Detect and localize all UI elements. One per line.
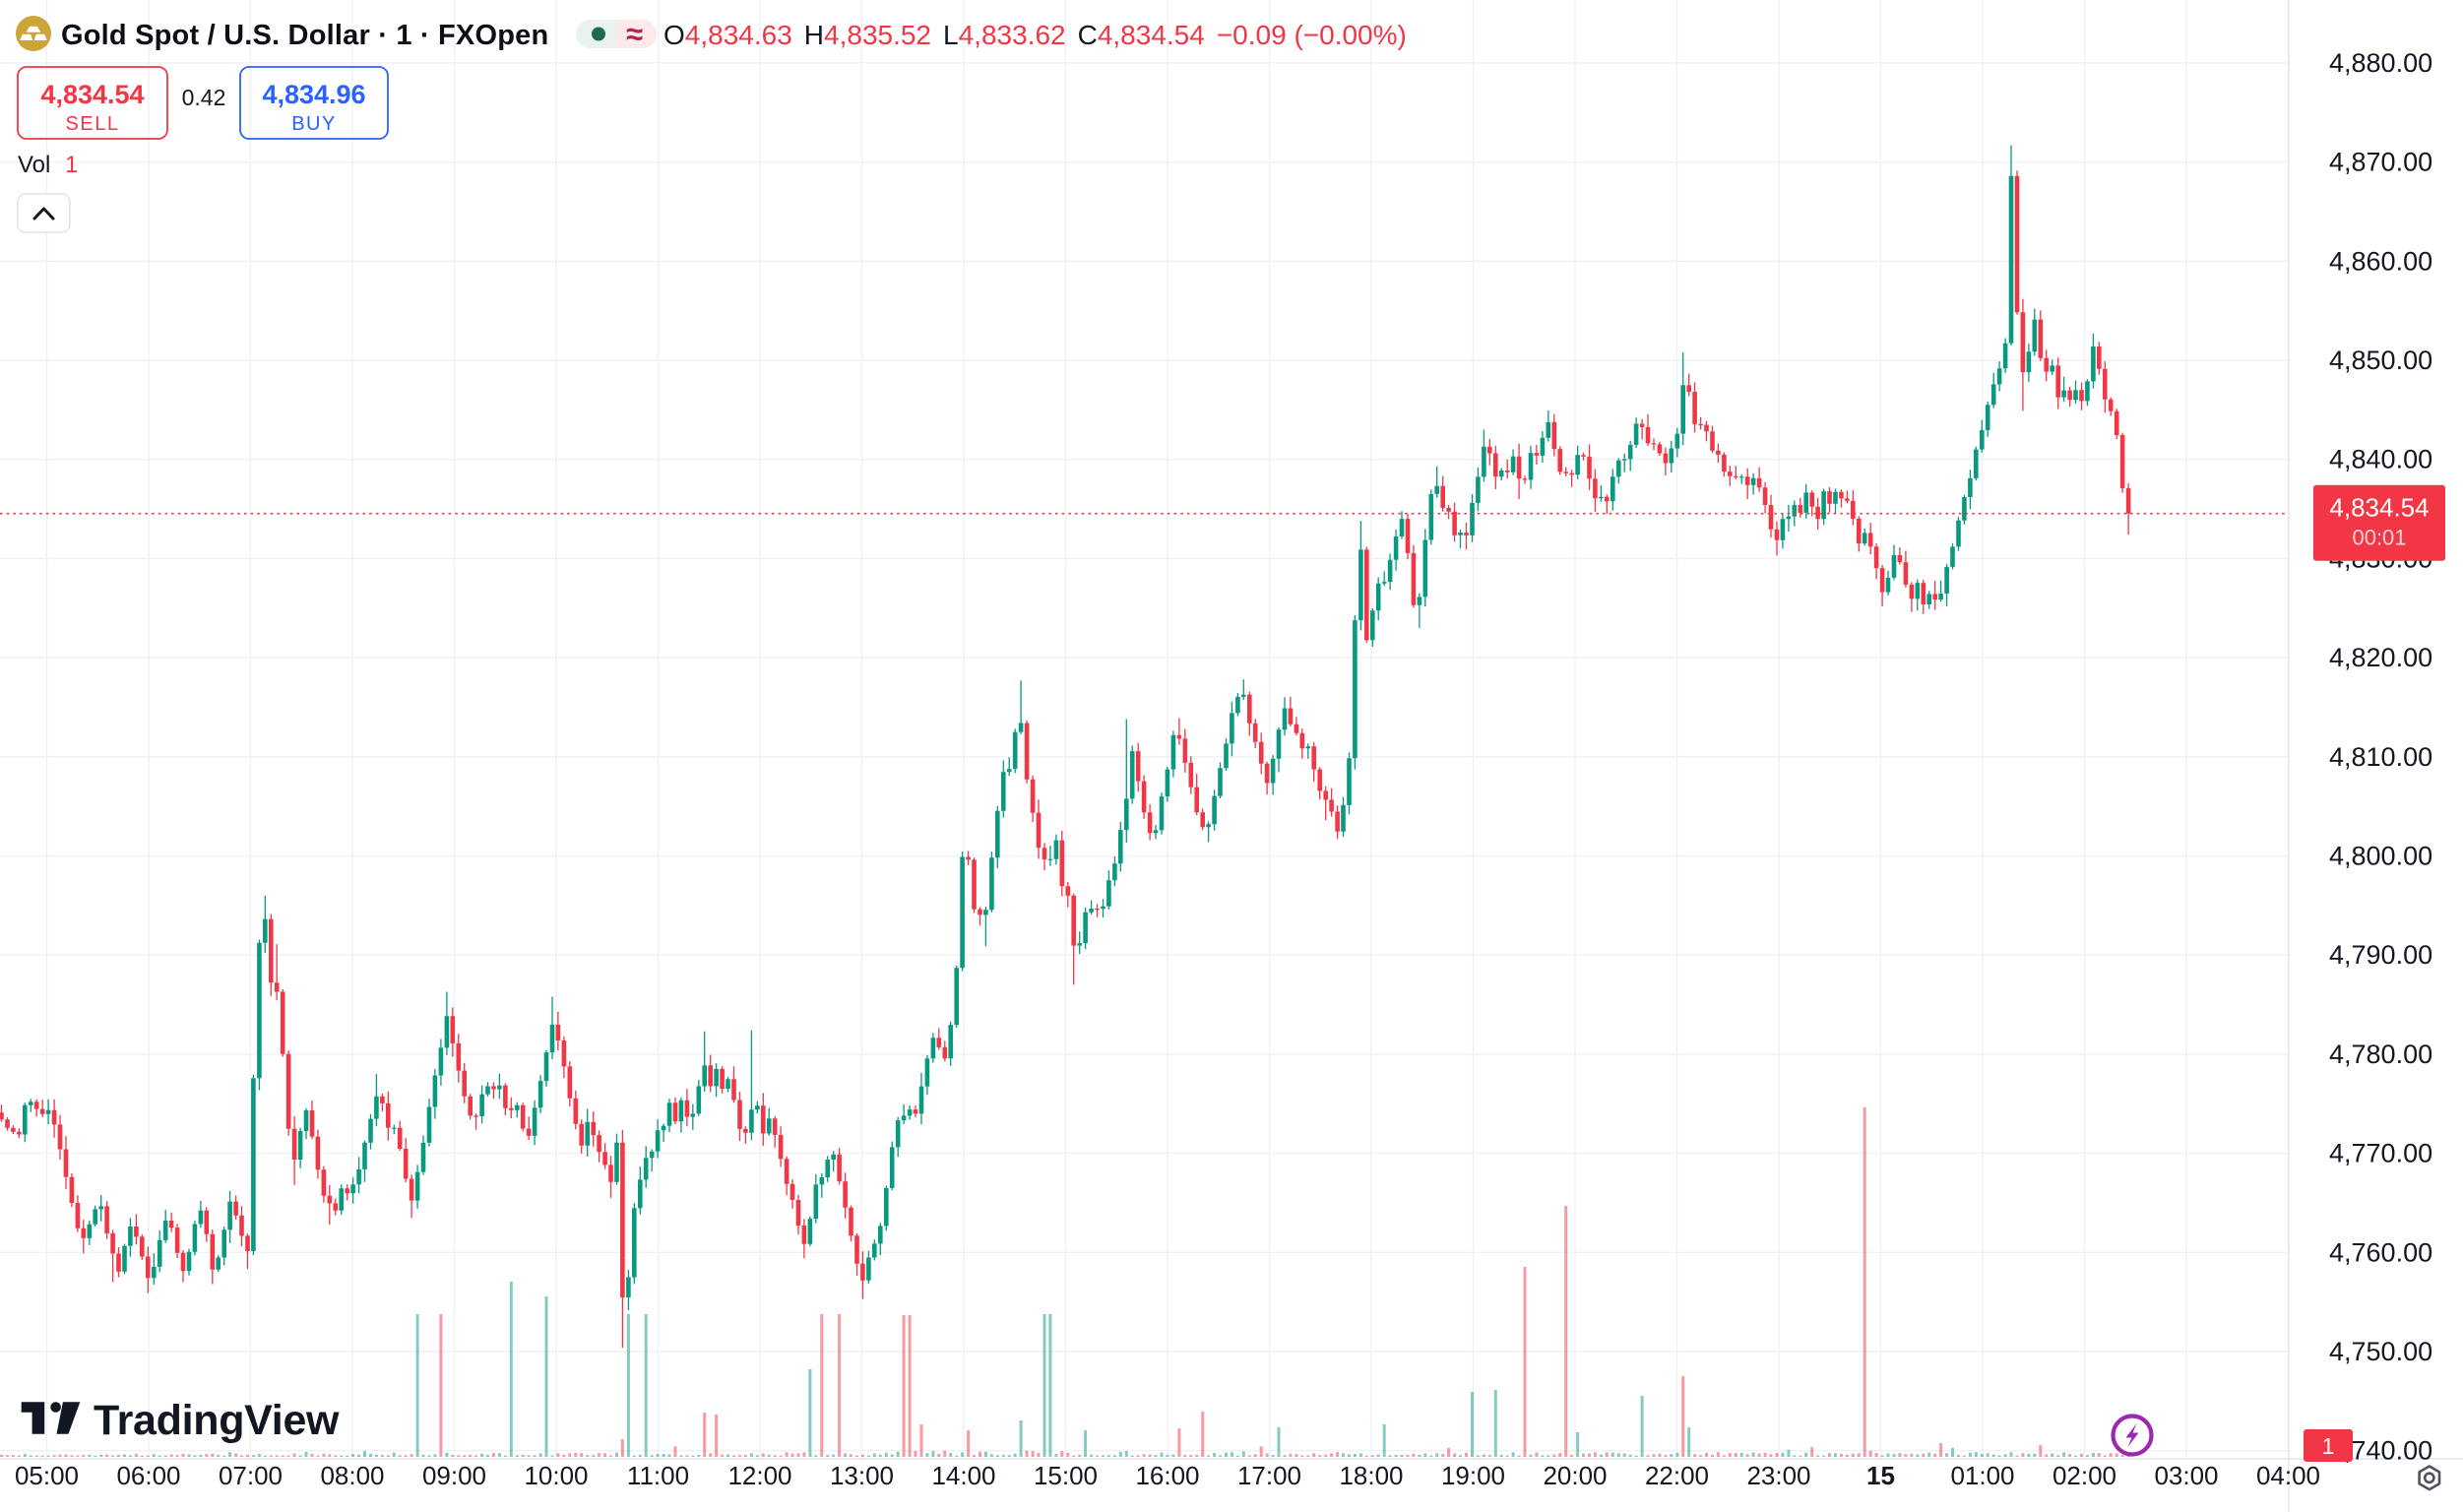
svg-text:≈: ≈ bbox=[626, 17, 643, 51]
svg-text:1: 1 bbox=[2322, 1433, 2335, 1459]
svg-text:4,834.96: 4,834.96 bbox=[262, 80, 365, 109]
svg-text:4,790.00: 4,790.00 bbox=[2329, 940, 2432, 970]
svg-text:4,750.00: 4,750.00 bbox=[2329, 1337, 2432, 1366]
svg-text:16:00: 16:00 bbox=[1135, 1461, 1199, 1490]
svg-text:14:00: 14:00 bbox=[931, 1461, 995, 1490]
svg-text:4,840.00: 4,840.00 bbox=[2329, 445, 2432, 474]
svg-text:01:00: 01:00 bbox=[1950, 1461, 2014, 1490]
svg-text:02:00: 02:00 bbox=[2052, 1461, 2116, 1490]
svg-text:4,834.54: 4,834.54 bbox=[40, 80, 144, 109]
svg-text:04:00: 04:00 bbox=[2256, 1461, 2320, 1490]
svg-text:09:00: 09:00 bbox=[422, 1461, 486, 1490]
svg-text:15: 15 bbox=[1866, 1461, 1895, 1490]
svg-text:20:00: 20:00 bbox=[1543, 1461, 1607, 1490]
svg-text:4,880.00: 4,880.00 bbox=[2329, 48, 2432, 78]
svg-text:4,770.00: 4,770.00 bbox=[2329, 1139, 2432, 1168]
svg-text:03:00: 03:00 bbox=[2154, 1461, 2218, 1490]
svg-text:1: 1 bbox=[65, 152, 78, 178]
svg-text:13:00: 13:00 bbox=[830, 1461, 894, 1490]
svg-text:06:00: 06:00 bbox=[116, 1461, 180, 1490]
svg-text:00:01: 00:01 bbox=[2352, 526, 2406, 550]
svg-text:4,850.00: 4,850.00 bbox=[2329, 346, 2432, 375]
svg-text:22:00: 22:00 bbox=[1645, 1461, 1709, 1490]
svg-text:12:00: 12:00 bbox=[727, 1461, 791, 1490]
svg-text:4,780.00: 4,780.00 bbox=[2329, 1040, 2432, 1069]
svg-text:10:00: 10:00 bbox=[524, 1461, 588, 1490]
svg-text:TradingView: TradingView bbox=[94, 1397, 340, 1444]
svg-text:07:00: 07:00 bbox=[219, 1461, 283, 1490]
svg-text:Gold Spot / U.S. Dollar · 1 ·: Gold Spot / U.S. Dollar · 1 · FXOpen bbox=[61, 20, 548, 51]
svg-text:19:00: 19:00 bbox=[1441, 1461, 1505, 1490]
svg-text:15:00: 15:00 bbox=[1034, 1461, 1098, 1490]
svg-text:SELL: SELL bbox=[66, 113, 120, 135]
svg-text:4,870.00: 4,870.00 bbox=[2329, 148, 2432, 177]
svg-text:18:00: 18:00 bbox=[1339, 1461, 1403, 1490]
svg-text:17:00: 17:00 bbox=[1237, 1461, 1301, 1490]
svg-text:08:00: 08:00 bbox=[320, 1461, 384, 1490]
svg-text:05:00: 05:00 bbox=[15, 1461, 79, 1490]
svg-text:4,760.00: 4,760.00 bbox=[2329, 1237, 2432, 1267]
svg-text:11:00: 11:00 bbox=[627, 1461, 689, 1490]
svg-text:23:00: 23:00 bbox=[1746, 1461, 1810, 1490]
svg-text:4,860.00: 4,860.00 bbox=[2329, 246, 2432, 276]
svg-text:4,834.54: 4,834.54 bbox=[2329, 493, 2429, 523]
svg-text:BUY: BUY bbox=[291, 113, 337, 135]
svg-text:4,800.00: 4,800.00 bbox=[2329, 842, 2432, 871]
svg-text:Vol: Vol bbox=[18, 152, 50, 178]
svg-text:4,810.00: 4,810.00 bbox=[2329, 742, 2432, 772]
svg-text:4,820.00: 4,820.00 bbox=[2329, 643, 2432, 672]
svg-text:0.42: 0.42 bbox=[182, 85, 226, 110]
